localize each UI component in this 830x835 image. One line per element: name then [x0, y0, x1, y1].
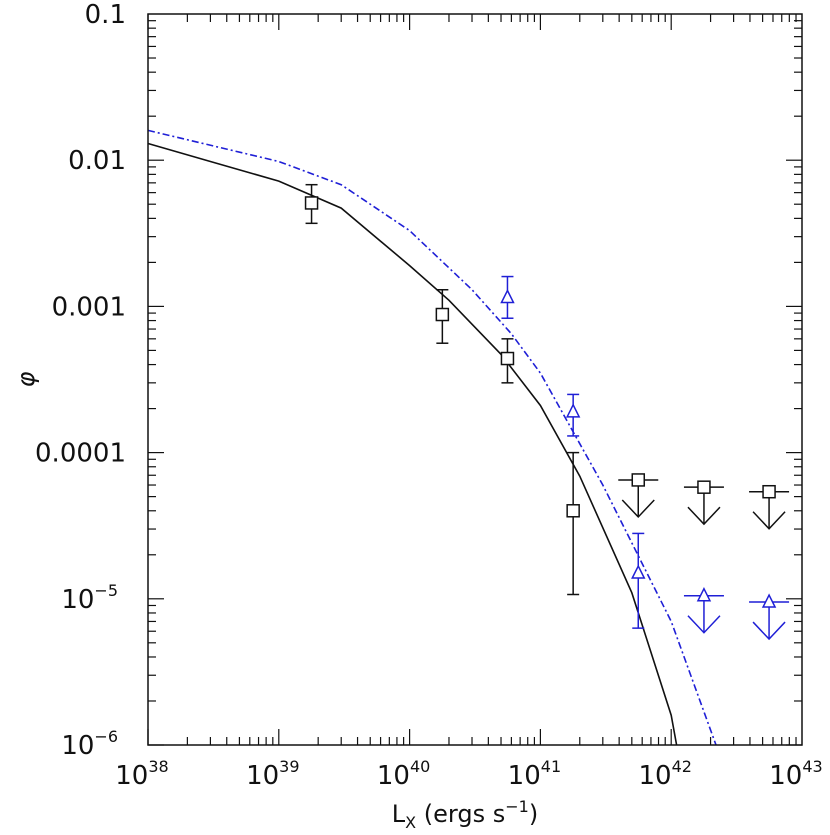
axis-ticks — [147, 14, 802, 746]
x-tick-label: 1039 — [246, 757, 299, 791]
y-tick-label: 10−6 — [61, 727, 118, 761]
triangle-marker — [500, 288, 515, 304]
triangle-marker — [696, 587, 712, 602]
x-axis-label: LX (ergs s−1) — [392, 797, 538, 832]
fit-lines — [147, 129, 717, 746]
y-tick-label: 0.0001 — [35, 439, 126, 469]
triangle-marker — [565, 403, 581, 418]
y-tick-label: 10−5 — [61, 581, 118, 615]
x-tick-label: 1043 — [769, 757, 822, 791]
y-tick-label: 0.1 — [85, 0, 126, 30]
square-marker — [304, 196, 319, 210]
square-marker — [762, 484, 776, 499]
square-marker — [697, 480, 711, 494]
y-axis-label: φ — [12, 371, 40, 387]
upper-limit-arrow-head — [687, 615, 721, 634]
upper-limit-arrow-head — [752, 621, 786, 641]
y-tick-label: 0.001 — [52, 292, 126, 322]
upper-limit-arrow-head — [752, 511, 786, 530]
x-tick-label: 1038 — [115, 757, 168, 791]
x-tick-label: 1040 — [377, 757, 430, 791]
tick-labels: 1038 1039 1040 1041 1042 1043 0.1 0.01 0.001 0.00… — [35, 0, 823, 791]
x-tick-label: 1041 — [508, 757, 561, 791]
square-marker — [631, 473, 646, 487]
upper-limit-arrow-head — [687, 506, 721, 526]
square-marker — [500, 351, 515, 366]
triangle-marker — [631, 564, 646, 579]
square-marker — [566, 504, 580, 518]
plot-frame — [147, 13, 803, 746]
data-marks — [304, 183, 790, 641]
upper-limit-arrow-head — [621, 499, 655, 519]
y-tick-label: 0.01 — [68, 146, 126, 176]
fit-curve-2 — [147, 129, 717, 746]
x-tick-label: 1042 — [638, 757, 691, 791]
triangle-marker — [761, 593, 777, 608]
square-marker — [435, 307, 450, 322]
